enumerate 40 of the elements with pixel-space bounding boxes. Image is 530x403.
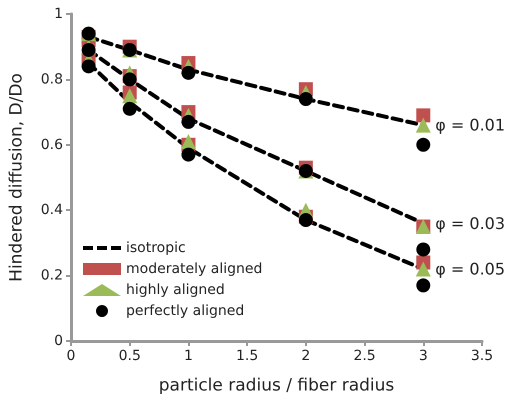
point [416,108,430,122]
point [416,242,430,256]
point [82,59,96,74]
x-tick-label: 0 [66,348,76,364]
x-tick-label: 1.5 [236,348,258,364]
point [122,88,138,104]
point [416,262,431,277]
y-tick-label: 0.8 [40,71,63,88]
y-tick-label: 0 [54,333,63,349]
y-tick-label: 0.4 [40,202,64,218]
legend-label: isotropic [126,240,186,256]
legend-label: moderately aligned [126,261,262,277]
point [181,148,196,162]
point [122,102,137,116]
legend-label: highly aligned [126,282,225,298]
annotation: φ = 0.01 [435,116,506,135]
point [82,42,96,57]
point [416,278,430,292]
x-tick-label: 0.5 [118,348,141,364]
point [181,66,196,80]
x-tick-label: 3.5 [470,348,494,364]
point [416,118,431,133]
x-tick-label: 1 [184,348,193,364]
point [181,114,196,129]
x-axis-title: particle radius / fiber radius [158,376,394,396]
y-axis-title: Hindered diffusion, D/Do [6,73,26,282]
x-tick-label: 2 [301,348,310,364]
point [180,134,196,150]
y-tick-label: 1 [54,6,63,22]
annotation: φ = 0.05 [435,260,506,279]
y-tick-label: 0.2 [40,268,63,284]
point [298,213,313,228]
point [416,138,430,152]
x-tick-label: 2.5 [353,348,376,364]
y-tick-label: 0.6 [40,136,64,153]
x-tick-label: 3 [418,348,428,364]
point [298,92,313,106]
legend-label: perfectly aligned [126,303,244,319]
point [122,72,137,86]
annotation: φ = 0.03 [435,214,506,233]
